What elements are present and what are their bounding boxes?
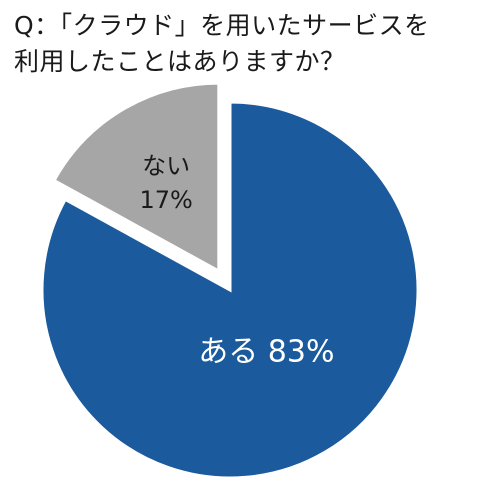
pie-label-no: ない 17% [139, 152, 192, 214]
pie-label-yes: ある 83% [198, 334, 334, 369]
pie-slice-yes [40, 100, 420, 480]
chart-title-line-2: 利用したことはありますか？ [14, 47, 346, 76]
chart-title: Q：「クラウド」を用いたサービスを 利用したことはありますか？ [14, 8, 494, 80]
chart-title-line-1: Q：「クラウド」を用いたサービスを [14, 11, 430, 40]
pie-slice-no [52, 81, 221, 274]
